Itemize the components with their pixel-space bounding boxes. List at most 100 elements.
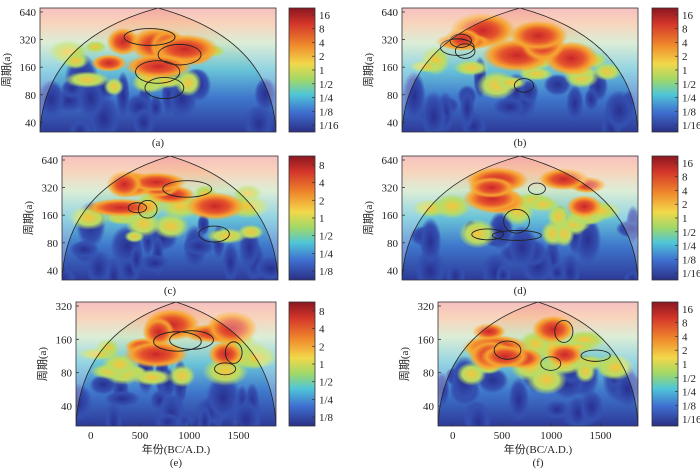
high-power-region — [546, 343, 583, 366]
y-tick-label: 640 — [20, 7, 37, 19]
colorbar-tick-label: 4 — [682, 331, 688, 343]
low-power-region — [132, 107, 155, 132]
y-tick-label: 40 — [61, 401, 73, 413]
mid-power-region — [175, 69, 202, 97]
colorbar-tick-label: 2 — [682, 51, 688, 63]
low-power-region — [222, 241, 239, 280]
colorbar-tick-label: 1 — [682, 65, 688, 77]
y-tick-label: 80 — [47, 238, 59, 250]
significance-contour — [153, 331, 202, 352]
colorbar-tick-label: 8 — [682, 318, 688, 330]
y-tick-label: 160 — [382, 62, 399, 74]
y-tick-label: 40 — [423, 401, 435, 413]
colorbar-tick-label: 2 — [682, 199, 688, 211]
mid-power-region — [84, 40, 107, 54]
low-power-region — [603, 90, 635, 132]
y-axis-label: 周期(a) — [362, 201, 375, 236]
mid-power-region — [131, 369, 173, 386]
cone-of-influence — [76, 302, 276, 426]
low-power-region — [205, 373, 241, 422]
panel-label: (f) — [533, 457, 544, 469]
cone-of-influence-shade — [438, 302, 638, 426]
low-power-region — [548, 262, 566, 280]
low-power-region — [154, 412, 182, 426]
cone-of-influence-shade — [76, 302, 276, 426]
mid-power-region — [553, 220, 575, 248]
plot-frame — [401, 155, 639, 281]
low-power-region — [506, 225, 538, 270]
y-tick-label: 40 — [387, 117, 399, 129]
colorbar — [651, 7, 679, 133]
colorbar-tick-label: 1/8 — [682, 400, 697, 412]
high-power-region — [508, 20, 568, 51]
low-power-region — [254, 77, 276, 112]
colorbar-tick-label: 16 — [682, 10, 694, 22]
mid-power-region — [453, 59, 490, 76]
y-axis-label: 周期(a) — [398, 347, 411, 382]
significance-contour — [135, 60, 181, 84]
high-power-region — [472, 323, 506, 340]
high-power-region — [532, 315, 575, 344]
significance-contour — [224, 341, 243, 364]
colorbar-tick-label: 1 — [682, 213, 688, 225]
low-power-region — [579, 389, 604, 425]
y-tick-label: 320 — [382, 183, 399, 195]
plot-frame — [39, 7, 277, 133]
low-power-region — [129, 243, 144, 276]
colorbar — [288, 7, 316, 133]
low-power-region — [420, 91, 447, 132]
panel-label: (b) — [514, 137, 527, 149]
panel-label: (d) — [514, 285, 527, 297]
colorbar-tick-label: 8 — [319, 24, 325, 36]
colorbar-tick-label: 2 — [319, 341, 325, 353]
colorbar-tick-label: 1/16 — [682, 414, 700, 426]
y-tick-label: 80 — [387, 90, 399, 102]
colorbar-tick-label: 1 — [319, 359, 325, 371]
y-tick-label: 160 — [382, 210, 399, 222]
y-tick-label: 80 — [61, 368, 73, 380]
colorbar-tick-label: 1 — [319, 65, 325, 77]
y-tick-label: 40 — [387, 265, 399, 277]
plot-frame — [75, 301, 277, 427]
high-power-region — [142, 317, 175, 347]
mid-power-region — [206, 228, 248, 244]
mid-power-region — [526, 196, 560, 212]
high-power-region — [185, 192, 245, 221]
panel-5: 320 160 80 40 周期(a) 0 500 1000 1500 年份(BC/A.D.)(e… — [36, 301, 334, 469]
y-tick-label: 40 — [25, 117, 37, 129]
colorbar-tick-label: 1/4 — [319, 93, 334, 105]
x-axis-label: 年份(BC/A.D.) — [142, 442, 211, 456]
significance-contour — [137, 200, 158, 219]
low-power-region — [615, 219, 638, 239]
low-power-region — [76, 382, 93, 422]
colorbar-tick-label: 1/16 — [319, 120, 339, 132]
colorbar-tick-label: 1 — [319, 213, 325, 225]
y-axis-label: 周期(a) — [22, 201, 35, 236]
significance-contour — [554, 319, 574, 343]
high-power-region — [124, 54, 193, 79]
colorbar-tick-label: 1/2 — [319, 79, 333, 91]
low-power-region — [402, 70, 426, 123]
significance-contour — [580, 349, 611, 362]
panel-6: 320 160 80 40 周期(a) 0 500 1000 1500 年份(BC/A.D.)(f… — [398, 301, 700, 469]
low-power-region — [105, 256, 123, 280]
colorbar-tick-label: 4 — [319, 324, 325, 336]
mid-power-region — [168, 364, 196, 388]
low-power-region — [104, 399, 123, 426]
x-tick-label: 1000 — [540, 430, 563, 442]
colorbar-tick-label: 1/2 — [319, 231, 333, 243]
colorbar-tick-label: 1/8 — [319, 266, 334, 278]
y-tick-label: 640 — [382, 7, 399, 19]
panel-label: (c) — [164, 285, 177, 297]
significance-contour — [214, 362, 237, 376]
low-power-region — [459, 88, 475, 130]
colorbar-tick-label: 8 — [319, 160, 325, 172]
low-power-region — [62, 266, 77, 280]
significance-contour — [449, 33, 472, 48]
significance-contour — [454, 43, 476, 59]
high-power-region — [91, 54, 127, 72]
colorbar-tick-label: 1/4 — [682, 387, 697, 399]
plot-frame — [61, 155, 279, 281]
significance-contour — [491, 230, 542, 241]
